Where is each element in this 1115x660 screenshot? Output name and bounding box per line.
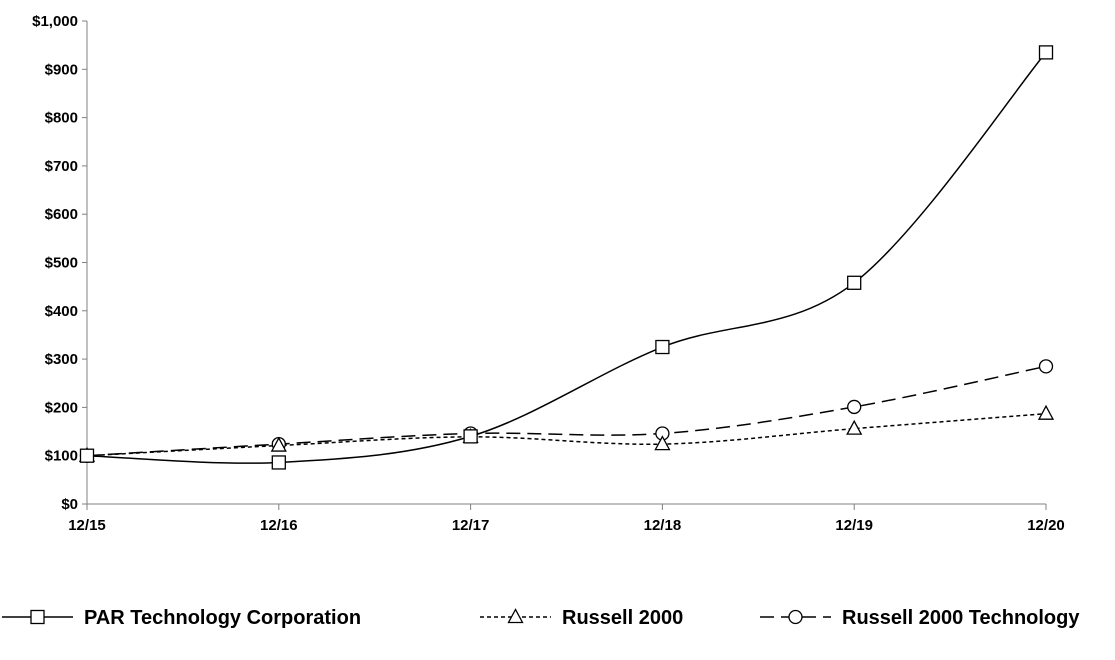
series-line-par-technology-corporation [86, 51, 1047, 464]
y-tick-label: $100 [45, 448, 78, 465]
x-tick-label: 12/15 [68, 517, 106, 534]
x-tick-label: 12/17 [452, 517, 490, 534]
x-tick-label: 12/20 [1027, 517, 1065, 534]
series-line-russell-2000-technology [86, 365, 1047, 457]
legend-marker [788, 609, 803, 625]
data-point-russell-2000 [654, 435, 671, 451]
x-tick-label: 12/18 [644, 517, 682, 534]
y-tick-label: $800 [45, 110, 78, 127]
legend-item-par-technology-corporation: PAR Technology Corporation [2, 607, 361, 629]
axes: $0 $100 $200 $300 $400 $500 $600 $700 $800 $900 $1… [32, 13, 1065, 534]
data-point-par-technology-corporation [655, 339, 670, 355]
data-point-russell-2000 [846, 419, 863, 435]
data-point-russell-2000 [1037, 404, 1055, 420]
legend-label: PAR Technology Corporation [84, 607, 361, 629]
legend-item-russell-2000: Russell 2000 [480, 607, 683, 629]
data-point-par-technology-corporation [847, 275, 862, 290]
y-tick-label: $400 [45, 303, 78, 320]
y-tick-label: $200 [45, 399, 78, 416]
data-point-par-technology-corporation [79, 448, 95, 463]
series-line-russell-2000 [86, 412, 1047, 457]
legend-label: Russell 2000 [562, 607, 683, 629]
legend-marker [30, 609, 45, 625]
x-tick-label: 12/16 [260, 517, 298, 534]
data-point-par-technology-corporation [271, 455, 286, 470]
y-tick-label: $500 [45, 255, 78, 272]
y-tick-label: $300 [45, 351, 78, 368]
legend-label: Russell 2000 Technology [842, 607, 1080, 629]
data-point-par-technology-corporation [463, 429, 478, 444]
y-tick-label: $0 [61, 496, 78, 513]
data-point-russell-2000-technology [1038, 359, 1054, 374]
legend-item-russell-2000-technology: Russell 2000 Technology [760, 607, 1080, 629]
legend-marker [507, 608, 524, 624]
y-tick-label: $600 [45, 206, 78, 223]
series-layer [78, 45, 1055, 470]
y-tick-label: $1,000 [32, 13, 78, 30]
data-point-par-technology-corporation [1038, 45, 1054, 60]
data-point-russell-2000-technology [847, 399, 862, 415]
y-tick-label: $700 [45, 158, 78, 175]
data-point-russell-2000 [270, 436, 287, 452]
y-tick-label: $900 [45, 61, 78, 78]
x-tick-label: 12/19 [835, 517, 873, 534]
legend: PAR Technology Corporation Russell 2000 Ru… [2, 607, 1080, 629]
